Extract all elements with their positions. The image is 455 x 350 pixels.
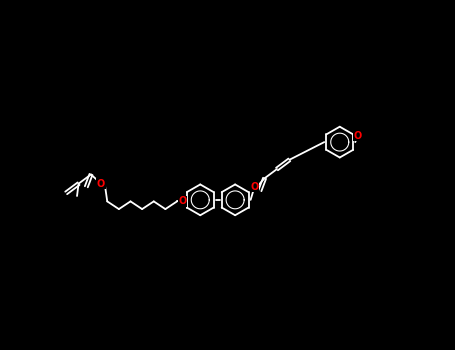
- Text: O: O: [178, 196, 187, 206]
- Text: O: O: [250, 182, 258, 192]
- Text: O: O: [97, 179, 105, 189]
- Text: O: O: [354, 131, 362, 141]
